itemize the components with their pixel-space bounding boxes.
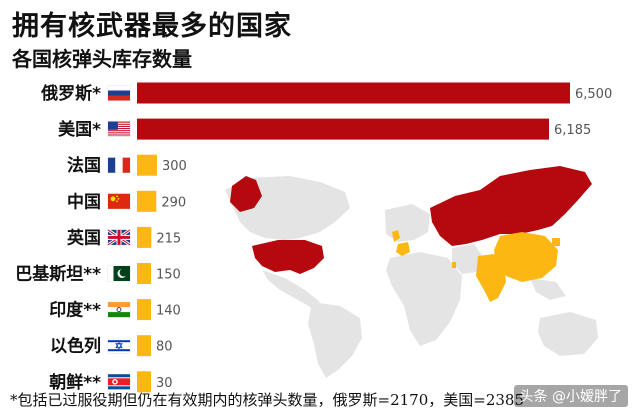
bar xyxy=(137,226,152,248)
map-uk xyxy=(392,230,400,242)
bar xyxy=(137,299,151,321)
russia-flag-icon xyxy=(107,85,131,101)
bar xyxy=(137,82,570,104)
value-label: 6,185 xyxy=(554,123,591,138)
value-label: 215 xyxy=(156,231,181,246)
map-alaska-greenland xyxy=(230,176,262,212)
bar xyxy=(137,118,550,140)
category-label: 以色列 xyxy=(50,336,101,357)
category-label: 朝鲜** xyxy=(49,372,101,393)
bar xyxy=(137,263,151,284)
category-label: 巴基斯坦** xyxy=(15,264,101,285)
india-flag-icon xyxy=(107,301,131,318)
north-korea-flag-icon xyxy=(107,374,131,390)
map-china xyxy=(494,232,558,282)
map-russia xyxy=(430,166,592,246)
value-label: 30 xyxy=(156,376,173,391)
bar xyxy=(137,371,151,393)
category-label: 印度** xyxy=(49,300,101,321)
value-label: 80 xyxy=(156,340,173,355)
category-label: 英国 xyxy=(67,227,101,248)
map-usa xyxy=(252,240,324,274)
chart-subtitle: 各国核弹头库存数量 xyxy=(12,47,192,71)
category-label: 中国 xyxy=(67,191,101,212)
footnote: *包括已过服役期但仍在有效期内的核弹头数量，俄罗斯=2170，美国=2385 xyxy=(10,391,524,409)
map-land xyxy=(225,176,598,378)
value-label: 6,500 xyxy=(575,87,612,102)
china-flag-icon xyxy=(107,193,131,210)
category-label: 美国* xyxy=(58,119,101,140)
pakistan-flag-icon xyxy=(107,265,131,282)
france-flag-icon xyxy=(107,157,131,173)
value-label: 290 xyxy=(161,195,186,210)
usa-flag-icon xyxy=(107,121,131,137)
map-israel xyxy=(452,262,456,268)
map-france xyxy=(396,242,410,256)
value-label: 150 xyxy=(156,268,181,283)
watermark: 头条 @小嫒胖了 xyxy=(513,385,628,407)
uk-flag-icon xyxy=(107,228,131,247)
map-north-korea xyxy=(552,238,560,246)
map-india-pakistan xyxy=(476,254,506,302)
value-label: 300 xyxy=(162,159,187,174)
category-label: 法国 xyxy=(67,155,101,176)
bar xyxy=(137,335,151,357)
bar xyxy=(137,154,157,176)
value-label: 140 xyxy=(156,304,181,319)
bar xyxy=(137,190,157,212)
israel-flag-icon xyxy=(107,337,131,354)
category-label: 俄罗斯* xyxy=(40,83,101,104)
chart-title: 拥有核武器最多的国家 xyxy=(12,11,292,42)
